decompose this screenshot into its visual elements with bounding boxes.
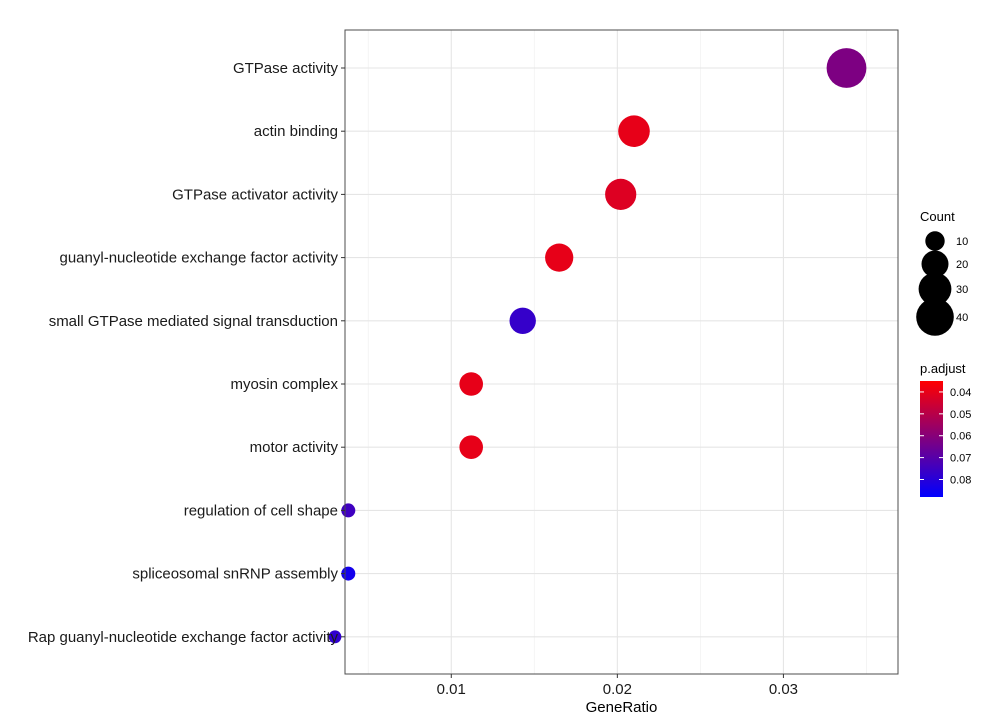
data-point (459, 372, 484, 396)
x-tick-label: 0.02 (603, 681, 632, 698)
colorbar-tick-label: 0.05 (950, 409, 971, 421)
count-legend: Count 10 20 30 40 (916, 209, 968, 336)
data-point (328, 630, 342, 644)
count-legend-key (918, 272, 952, 306)
data-point (545, 243, 574, 272)
panel-border (344, 29, 899, 675)
count-legend-label: 40 (956, 312, 968, 324)
data-point (605, 178, 637, 210)
colorbar-tick-label: 0.04 (950, 387, 971, 399)
data-point (509, 307, 536, 334)
y-tick-label: GTPase activity (233, 60, 339, 77)
count-legend-label: 20 (956, 259, 968, 271)
major-gridlines (345, 30, 898, 674)
colorbar-tick-label: 0.06 (950, 431, 971, 443)
y-tick-label: guanyl-nucleotide exchange factor activi… (60, 250, 339, 267)
count-legend-label: 10 (956, 236, 968, 248)
colorbar-tick-label: 0.07 (950, 453, 971, 465)
count-legend-key (921, 250, 949, 278)
y-axis: GTPase activity actin binding GTPase activ… (28, 60, 345, 646)
y-tick-label: small GTPase mediated signal transductio… (49, 313, 338, 330)
y-tick-label: actin binding (254, 123, 338, 140)
y-tick-label: motor activity (250, 439, 339, 456)
x-tick-label: 0.01 (437, 681, 466, 698)
data-points (328, 48, 867, 644)
x-axis-title: GeneRatio (586, 699, 658, 716)
p-adjust-legend-title: p.adjust (920, 361, 966, 376)
y-tick-label: myosin complex (230, 376, 338, 393)
y-tick-label: Rap guanyl-nucleotide exchange factor ac… (28, 629, 339, 646)
colorbar-tick-label: 0.08 (950, 474, 971, 486)
y-tick-label: GTPase activator activity (172, 186, 338, 203)
data-point (826, 48, 867, 88)
p-adjust-legend: p.adjust 0.04 0.05 0.06 0.07 0.08 (920, 361, 971, 497)
count-legend-label: 30 (956, 284, 968, 296)
count-legend-key (925, 231, 945, 251)
count-legend-key (916, 298, 954, 336)
data-point (459, 435, 484, 460)
p-adjust-colorbar (920, 381, 943, 497)
count-legend-title: Count (920, 209, 955, 224)
minor-gridlines (367, 30, 867, 674)
x-axis: 0.01 0.02 0.03 (437, 674, 798, 698)
x-tick-label: 0.03 (769, 681, 798, 698)
y-tick-label: regulation of cell shape (184, 502, 338, 519)
y-tick-label: spliceosomal snRNP assembly (132, 566, 338, 583)
data-point (618, 115, 650, 147)
